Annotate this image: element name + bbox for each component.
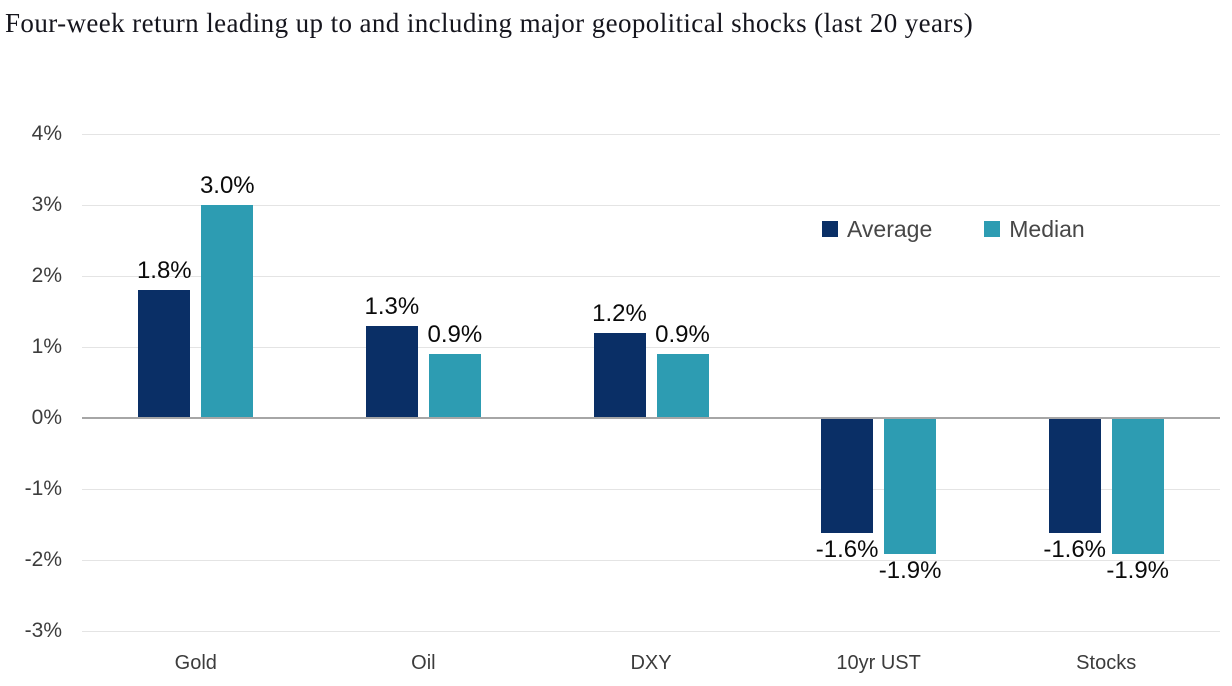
bar-group-oil: 1.3% 0.9%	[365, 133, 482, 630]
x-axis-category-label: 10yr UST	[836, 652, 921, 674]
value-label: 1.8%	[136, 257, 192, 285]
gridline	[82, 489, 1220, 490]
gridline	[82, 134, 1220, 135]
median-bar	[428, 354, 481, 418]
y-axis-tick-label: 1%	[31, 335, 62, 358]
y-axis-tick-label: 0%	[31, 406, 62, 429]
x-axis-category-label: Oil	[411, 652, 436, 674]
value-label: 1.2%	[592, 299, 647, 327]
y-axis-tick-label: 4%	[31, 122, 62, 145]
value-label: 1.3%	[364, 292, 420, 320]
gridline	[82, 631, 1220, 632]
bar-group-dxy: 1.2% 0.9%	[592, 133, 710, 630]
value-label: 0.9%	[655, 321, 710, 349]
y-axis-tick-label: 3%	[31, 193, 62, 216]
gridline	[82, 205, 1220, 206]
bar-group-stocks: -1.6% -1.9%	[1043, 133, 1169, 630]
plot-area: 1.8% 3.0% 1.3% 0.9% 1.2% 0.9% -1.6% -1.9% -1.6% -…	[82, 133, 1220, 632]
legend-item-median: Median	[984, 216, 1085, 242]
gridline	[82, 276, 1220, 277]
value-label: 3.0%	[199, 172, 255, 199]
average-bar	[593, 332, 646, 418]
value-label: 0.9%	[427, 321, 483, 349]
median-series-swatch	[984, 221, 1001, 237]
x-axis-category-label: DXY	[630, 652, 672, 674]
average-bar	[1048, 419, 1101, 533]
legend-item-average: Average	[822, 216, 932, 242]
value-label: -1.9%	[1106, 556, 1170, 584]
average-bar	[138, 290, 191, 418]
y-axis-tick-label: -2%	[24, 548, 62, 571]
value-label: -1.6%	[815, 535, 879, 563]
bar-group-gold: 1.8% 3.0%	[137, 133, 255, 630]
bar-group-10yr-ust: -1.6% -1.9%	[816, 133, 941, 630]
value-label: -1.6%	[1043, 535, 1107, 563]
median-bar	[201, 205, 254, 418]
median-bar	[884, 419, 937, 554]
value-label: -1.9%	[878, 556, 942, 584]
average-bar	[821, 419, 874, 533]
average-series-swatch	[822, 221, 838, 237]
y-axis-tick-label: -1%	[24, 477, 62, 500]
y-axis-tick-label: 2%	[31, 264, 62, 287]
legend-label-average: Average	[847, 216, 933, 242]
zero-axis-line	[82, 417, 1220, 419]
median-bar	[656, 354, 709, 418]
legend-label-median: Median	[1009, 216, 1085, 242]
median-bar	[1111, 419, 1164, 554]
gridline	[82, 347, 1220, 348]
gridline	[82, 560, 1220, 561]
average-bar	[365, 325, 418, 418]
y-axis-tick-label: -3%	[24, 619, 62, 642]
chart-title: Four-week return leading up to and inclu…	[5, 8, 974, 38]
chart-legend: Average Median	[822, 216, 1085, 242]
x-axis-category-label: Stocks	[1076, 652, 1137, 674]
x-axis-category-label: Gold	[174, 652, 217, 674]
